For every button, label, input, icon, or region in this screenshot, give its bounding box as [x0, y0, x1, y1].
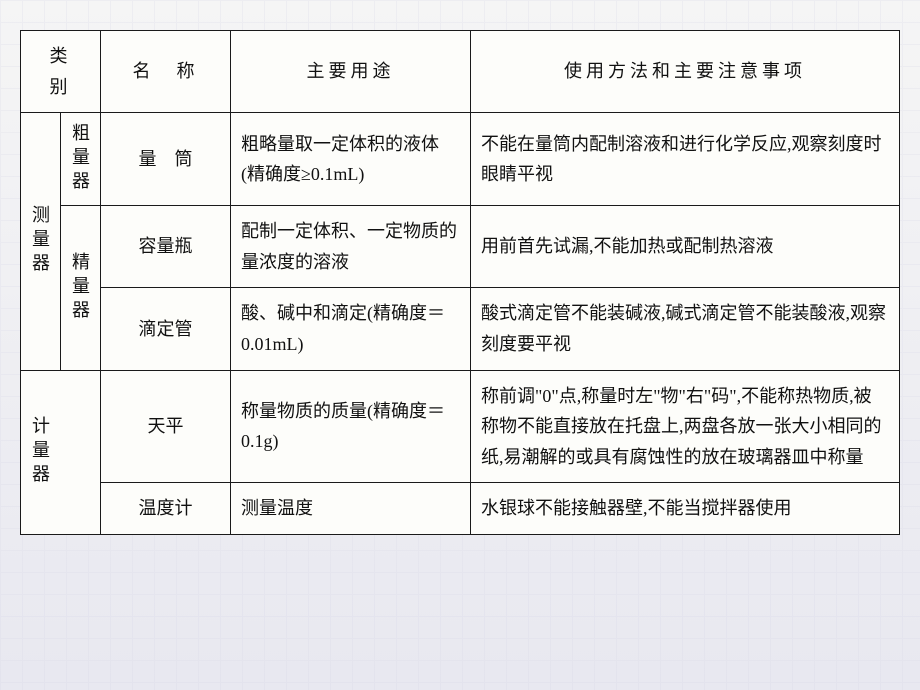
use-cell: 酸、碱中和滴定(精确度＝0.01mL) — [231, 288, 471, 370]
table-header-row: 类 别 名 称 主要用途 使用方法和主要注意事项 — [21, 31, 900, 113]
subcategory-cell: 粗量器 — [61, 113, 101, 206]
table-row: 温度计 测量温度 水银球不能接触器壁,不能当搅拌器使用 — [21, 483, 900, 535]
table-container: 类 别 名 称 主要用途 使用方法和主要注意事项 测量器 粗量器 量 筒 粗略量… — [20, 30, 900, 535]
category-label: 计量器 — [31, 416, 49, 488]
table-row: 计量器 天平 称量物质的质量(精确度＝0.1g) 称前调"0"点,称量时左"物"… — [21, 370, 900, 483]
header-notes: 使用方法和主要注意事项 — [471, 31, 900, 113]
category-cell: 计量器 — [21, 370, 101, 534]
notes-cell: 水银球不能接触器壁,不能当搅拌器使用 — [471, 483, 900, 535]
notes-cell: 酸式滴定管不能装碱液,碱式滴定管不能装酸液,观察刻度要平视 — [471, 288, 900, 370]
header-category: 类 别 — [21, 31, 101, 113]
category-cell: 测量器 — [21, 113, 61, 370]
category-label: 测量器 — [31, 205, 49, 277]
subcategory-cell: 精量器 — [61, 206, 101, 370]
notes-cell: 称前调"0"点,称量时左"物"右"码",不能称热物质,被称物不能直接放在托盘上,… — [471, 370, 900, 483]
header-use: 主要用途 — [231, 31, 471, 113]
table-row: 精量器 容量瓶 配制一定体积、一定物质的量浓度的溶液 用前首先试漏,不能加热或配… — [21, 206, 900, 288]
use-cell: 测量温度 — [231, 483, 471, 535]
notes-cell: 用前首先试漏,不能加热或配制热溶液 — [471, 206, 900, 288]
table-row: 测量器 粗量器 量 筒 粗略量取一定体积的液体(精确度≥0.1mL) 不能在量筒… — [21, 113, 900, 206]
table-row: 滴定管 酸、碱中和滴定(精确度＝0.01mL) 酸式滴定管不能装碱液,碱式滴定管… — [21, 288, 900, 370]
notes-cell: 不能在量筒内配制溶液和进行化学反应,观察刻度时眼睛平视 — [471, 113, 900, 206]
use-cell: 配制一定体积、一定物质的量浓度的溶液 — [231, 206, 471, 288]
subcategory-label: 粗量器 — [71, 123, 89, 195]
header-name: 名 称 — [101, 31, 231, 113]
name-cell: 天平 — [101, 370, 231, 483]
subcategory-label: 精量器 — [71, 252, 89, 324]
use-cell: 粗略量取一定体积的液体(精确度≥0.1mL) — [231, 113, 471, 206]
name-cell: 温度计 — [101, 483, 231, 535]
name-cell: 量 筒 — [101, 113, 231, 206]
use-cell: 称量物质的质量(精确度＝0.1g) — [231, 370, 471, 483]
name-cell: 容量瓶 — [101, 206, 231, 288]
name-cell: 滴定管 — [101, 288, 231, 370]
instrument-table: 类 别 名 称 主要用途 使用方法和主要注意事项 测量器 粗量器 量 筒 粗略量… — [20, 30, 900, 535]
